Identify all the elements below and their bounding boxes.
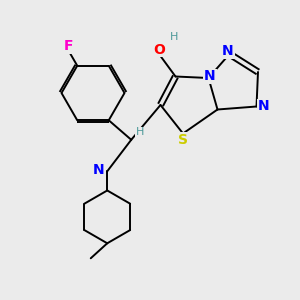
Text: F: F <box>64 39 73 52</box>
Text: N: N <box>93 163 105 177</box>
Text: S: S <box>178 133 188 147</box>
Text: O: O <box>153 43 165 56</box>
Text: N: N <box>204 70 216 83</box>
Text: H: H <box>170 32 178 43</box>
Text: N: N <box>258 100 270 113</box>
Text: H: H <box>136 127 144 137</box>
Text: N: N <box>222 44 234 58</box>
